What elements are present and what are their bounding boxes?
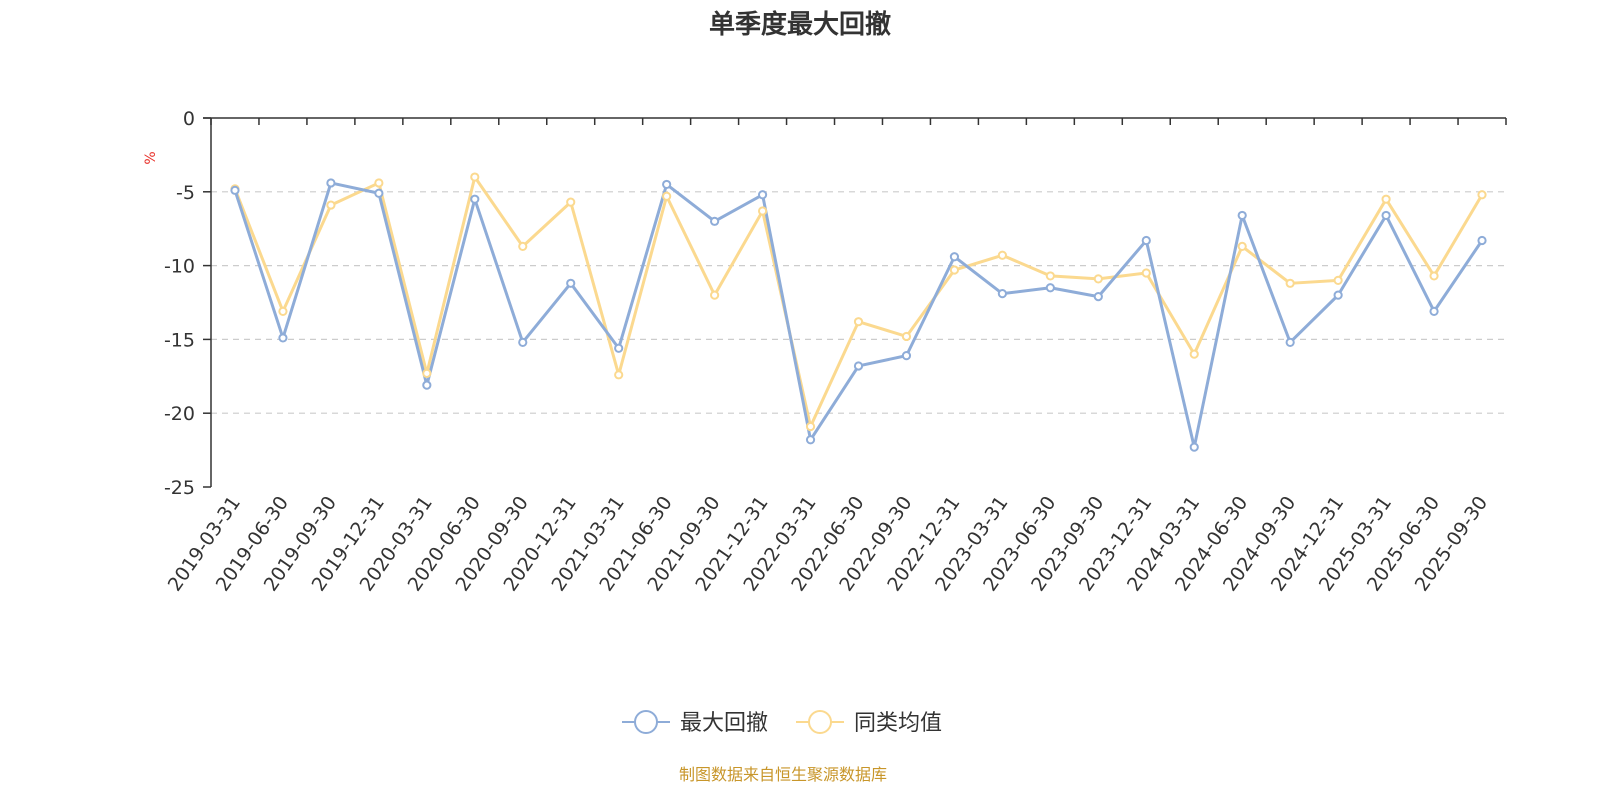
data-point-category-average <box>1477 190 1487 200</box>
data-point-category-average <box>853 317 864 327</box>
data-point-max-drawdown <box>662 179 672 190</box>
series-line-category-average <box>233 175 1484 428</box>
data-point-max-drawdown <box>566 278 576 288</box>
data-point-max-drawdown <box>1285 337 1295 347</box>
data-point-category-average <box>278 306 288 316</box>
data-point-category-average <box>949 265 960 275</box>
data-point-category-average <box>1045 271 1055 281</box>
data-point-max-drawdown <box>1237 210 1247 221</box>
data-point-category-average <box>997 250 1007 260</box>
y-axis-ticks: 0 -5 -10 -15 -20 -25 <box>164 108 211 499</box>
data-point-category-average <box>566 197 576 207</box>
data-point-category-average <box>710 290 720 300</box>
series-layer <box>230 172 1487 452</box>
data-point-category-average <box>1285 278 1295 288</box>
data-point-category-average <box>422 368 432 378</box>
data-point-max-drawdown <box>374 188 384 198</box>
y-tick-label: -20 <box>164 403 195 425</box>
y-tick-label: -5 <box>176 182 195 204</box>
data-point-max-drawdown <box>1477 235 1487 246</box>
data-point-max-drawdown <box>1333 290 1343 300</box>
y-tick-label: 0 <box>183 108 195 130</box>
legend[interactable]: 最大回撤 同类均值 <box>622 710 942 736</box>
axes <box>203 117 1507 487</box>
legend-label-category-average: 同类均值 <box>854 711 942 736</box>
data-point-max-drawdown <box>1381 210 1391 221</box>
legend-label-max-drawdown: 最大回撤 <box>680 711 768 736</box>
data-point-max-drawdown <box>1141 235 1151 246</box>
data-point-max-drawdown <box>230 185 240 195</box>
data-point-max-drawdown <box>1045 283 1055 293</box>
data-point-max-drawdown <box>470 194 480 204</box>
data-point-category-average <box>901 331 912 342</box>
series-line-max-drawdown <box>233 181 1484 449</box>
chart-title: 单季度最大回撤 <box>709 9 891 40</box>
data-point-max-drawdown <box>710 216 720 226</box>
data-point-category-average <box>1381 194 1391 204</box>
data-point-category-average <box>326 200 336 210</box>
data-point-max-drawdown <box>757 190 768 200</box>
legend-circle-icon <box>634 710 658 734</box>
data-point-category-average <box>1141 268 1151 278</box>
data-source-note: 制图数据来自恒生聚源数据库 <box>679 765 887 784</box>
data-point-max-drawdown <box>1429 306 1439 316</box>
data-point-category-average <box>374 178 384 188</box>
data-point-category-average <box>1189 349 1199 359</box>
data-point-max-drawdown <box>614 343 624 353</box>
legend-item-category-average[interactable]: 同类均值 <box>796 710 942 736</box>
data-point-category-average <box>805 421 816 432</box>
data-point-category-average <box>470 172 480 182</box>
data-point-category-average <box>1237 241 1247 252</box>
data-point-max-drawdown <box>518 337 528 347</box>
y-axis-unit-label: % <box>143 151 159 164</box>
y-tick-label: -15 <box>164 329 195 351</box>
data-point-category-average <box>518 241 528 252</box>
data-point-max-drawdown <box>1093 291 1103 302</box>
y-tick-label: -10 <box>164 256 195 278</box>
data-point-category-average <box>1093 274 1103 284</box>
legend-circle-icon <box>808 710 832 734</box>
x-axis-ticks: 2019-03-312019-06-302019-09-302019-12-31… <box>164 492 1492 595</box>
data-point-category-average <box>662 191 672 201</box>
data-point-category-average <box>757 206 768 216</box>
legend-item-max-drawdown[interactable]: 最大回撤 <box>622 710 768 736</box>
data-point-max-drawdown <box>805 435 816 445</box>
data-point-category-average <box>614 370 624 380</box>
data-point-category-average <box>1333 275 1343 285</box>
data-point-max-drawdown <box>901 351 912 361</box>
y-tick-label: -25 <box>164 477 195 499</box>
data-point-max-drawdown <box>853 361 864 371</box>
data-point-max-drawdown <box>422 380 432 390</box>
data-point-max-drawdown <box>278 333 288 343</box>
data-point-max-drawdown <box>949 252 960 262</box>
data-point-category-average <box>1429 271 1439 281</box>
data-point-max-drawdown <box>1189 442 1199 452</box>
data-point-max-drawdown <box>997 289 1007 299</box>
data-point-max-drawdown <box>326 178 336 188</box>
